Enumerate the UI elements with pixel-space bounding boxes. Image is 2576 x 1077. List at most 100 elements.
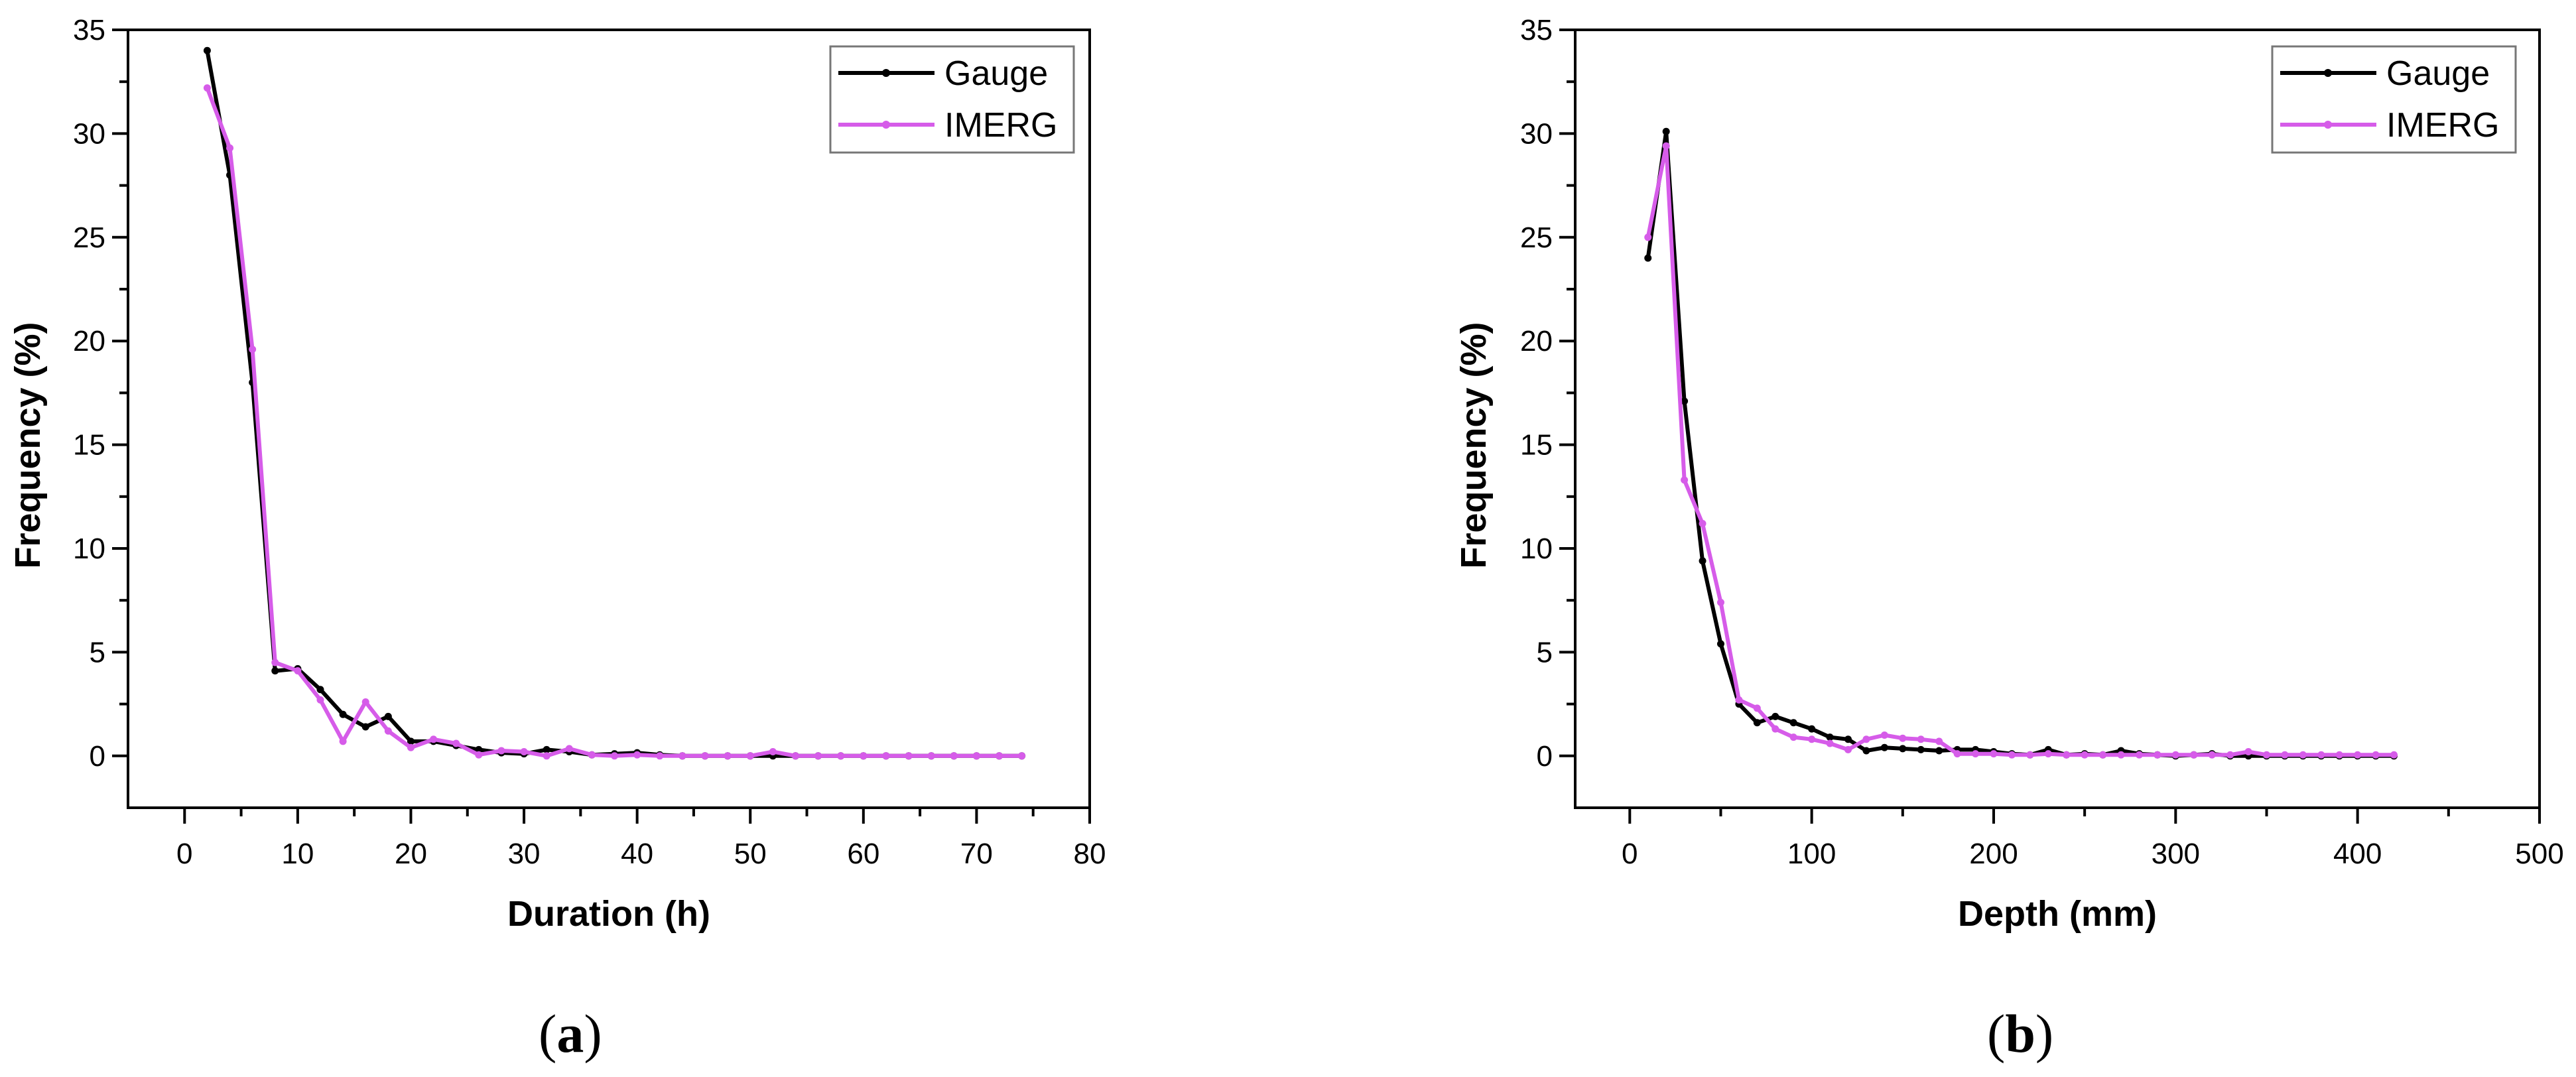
data-point-gauge (203, 46, 211, 54)
data-point-imerg (2044, 750, 2052, 758)
data-point-imerg (249, 346, 257, 353)
data-point-imerg (2099, 751, 2107, 759)
data-point-imerg (1699, 519, 1707, 527)
y-tick-label: 20 (1520, 325, 1553, 357)
data-point-imerg (769, 748, 777, 756)
legend-label: IMERG (2386, 106, 2499, 145)
panel-caption-b-label: b (2005, 1003, 2035, 1064)
data-point-imerg (1844, 745, 1852, 753)
data-point-imerg (430, 735, 438, 743)
data-point-gauge (475, 745, 483, 753)
y-tick-label: 15 (73, 429, 105, 462)
data-point-imerg (407, 743, 415, 751)
data-point-imerg (972, 752, 980, 760)
legend-label: Gauge (2386, 54, 2490, 93)
data-point-gauge (1662, 127, 1670, 135)
x-tick-label: 40 (621, 838, 653, 870)
data-point-gauge (1917, 745, 1925, 753)
x-tick-label: 20 (395, 838, 427, 870)
data-point-imerg (2262, 751, 2270, 759)
data-point-imerg (1826, 739, 1834, 747)
data-point-imerg (950, 752, 958, 760)
data-point-imerg (2008, 751, 2016, 759)
legend-marker (882, 69, 890, 77)
data-point-imerg (927, 752, 935, 760)
panel-caption-a: (a) (539, 1003, 602, 1064)
data-point-imerg (2354, 751, 2362, 759)
data-point-gauge (1880, 743, 1888, 751)
data-point-imerg (588, 751, 596, 759)
data-point-imerg (814, 752, 822, 760)
data-point-imerg (791, 752, 799, 760)
data-point-imerg (1935, 737, 1943, 745)
panel-caption-a-label: a (556, 1003, 584, 1064)
y-tick-label: 35 (1520, 14, 1553, 46)
series-line-imerg (1645, 144, 2394, 757)
y-axis-title: Frequency (%) (8, 322, 48, 568)
data-point-imerg (2317, 751, 2325, 759)
data-point-gauge (1681, 397, 1689, 405)
data-point-imerg (678, 752, 686, 760)
data-point-gauge (361, 723, 369, 731)
data-point-gauge (1844, 735, 1852, 743)
y-tick-label: 10 (1520, 533, 1553, 565)
legend-box (2271, 45, 2517, 154)
data-point-imerg (837, 752, 845, 760)
data-point-imerg (996, 752, 1003, 760)
data-point-imerg (271, 659, 279, 666)
data-point-imerg (1880, 731, 1888, 739)
data-point-gauge (543, 745, 550, 753)
data-point-imerg (1753, 704, 1761, 712)
data-point-gauge (1716, 640, 1724, 648)
data-point-imerg (1662, 142, 1670, 150)
x-axis-title: Duration (h) (507, 894, 710, 934)
data-point-imerg (520, 748, 528, 756)
data-point-imerg (475, 751, 483, 759)
data-point-imerg (1990, 750, 1998, 758)
data-point-imerg (1018, 752, 1026, 760)
data-point-gauge (271, 667, 279, 675)
x-tick-label: 200 (1969, 838, 2018, 870)
legend-marker (2324, 121, 2332, 129)
data-point-gauge (1789, 719, 1797, 727)
data-point-imerg (2063, 751, 2071, 759)
y-tick-label: 35 (73, 14, 105, 46)
data-point-imerg (1735, 696, 1743, 704)
data-point-imerg (361, 698, 369, 706)
data-point-imerg (497, 747, 505, 755)
data-point-gauge (1899, 745, 1907, 753)
data-point-imerg (1808, 735, 1816, 743)
legend-marker (882, 121, 890, 129)
data-point-imerg (1917, 735, 1925, 743)
x-axis-title: Depth (mm) (1958, 894, 2157, 934)
y-tick-label: 15 (1520, 429, 1553, 462)
data-point-imerg (2135, 751, 2143, 759)
data-point-imerg (2281, 751, 2289, 759)
data-point-imerg (611, 752, 619, 760)
data-point-imerg (724, 752, 732, 760)
data-point-imerg (1716, 598, 1724, 606)
data-point-imerg (1972, 750, 1980, 758)
x-tick-label: 60 (847, 838, 879, 870)
y-tick-label: 5 (90, 636, 105, 668)
data-point-imerg (633, 751, 641, 759)
data-point-gauge (407, 737, 415, 745)
data-point-imerg (452, 739, 460, 747)
data-point-imerg (2190, 751, 2198, 759)
data-point-imerg (1771, 725, 1779, 733)
plot-frame (127, 29, 1091, 809)
data-point-imerg (2335, 751, 2343, 759)
data-point-imerg (860, 752, 868, 760)
data-point-imerg (2117, 751, 2125, 759)
data-point-imerg (2244, 748, 2252, 756)
data-point-imerg (543, 752, 550, 760)
data-point-gauge (316, 686, 324, 694)
panel-caption-b: (b) (1987, 1003, 2054, 1064)
data-point-imerg (1789, 733, 1797, 741)
data-point-gauge (1826, 733, 1834, 741)
legend-label: Gauge (944, 54, 1048, 93)
data-point-imerg (2299, 751, 2307, 759)
data-point-imerg (339, 737, 347, 745)
data-point-imerg (2208, 751, 2216, 759)
